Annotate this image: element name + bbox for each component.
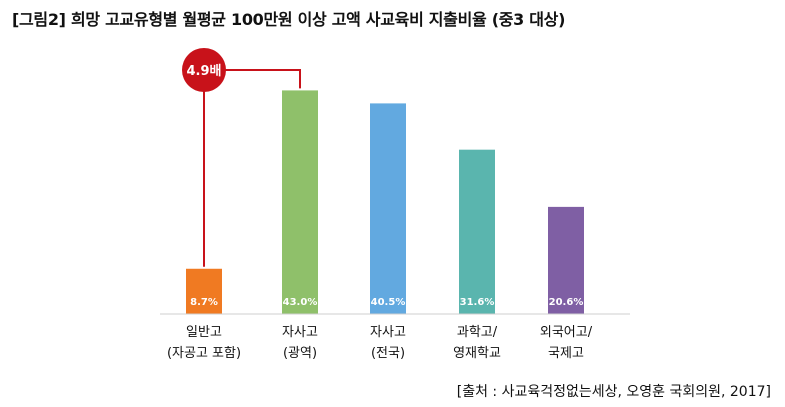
category-label-2-line-1: 자사고 [282,325,318,340]
data-label-3: 40.5% [371,297,406,308]
chart-title: [그림2] 희망 고교유형별 월평균 100만원 이상 고액 사교육비 지출비율… [12,10,566,29]
category-label-2-line-2: (광역) [283,346,317,361]
callout-badge [182,48,226,92]
bar-2 [282,90,318,315]
callout-connector [203,69,301,267]
bars-group: 8.7% 43.0% 40.5% 31.6% 20.6% [186,90,584,315]
bar-5 [548,206,584,314]
category-label-1-line-2: (자공고 포함) [167,346,241,361]
bar-4 [459,149,495,314]
bar-3 [370,103,406,315]
data-label-2: 43.0% [283,297,318,308]
category-label-1-line-1: 일반고 [186,325,222,340]
category-label-3-line-1: 자사고 [370,325,406,340]
ratio-callout: 4.9배 [182,48,301,267]
category-label-5-line-1: 외국어고/ [540,325,593,340]
data-label-5: 20.6% [549,297,584,308]
data-label-1: 8.7% [190,297,218,308]
callout-text: 4.9배 [187,63,222,79]
data-label-4: 31.6% [460,297,495,308]
category-label-5-line-2: 국제고 [548,346,584,361]
category-label-4-line-1: 과학고/ [457,325,498,340]
x-axis-labels: 일반고 (자공고 포함) 자사고 (광역) 자사고 (전국) 과학고/영재학교 외국어고/국제… [167,325,593,361]
bar-1 [186,268,222,314]
category-label-3-line-2: (전국) [371,346,405,361]
category-label-4-line-2: 영재학교 [453,346,501,361]
source-note: [출처 : 사교육걱정없는세상, 오영훈 국회의원, 2017] [456,384,771,400]
